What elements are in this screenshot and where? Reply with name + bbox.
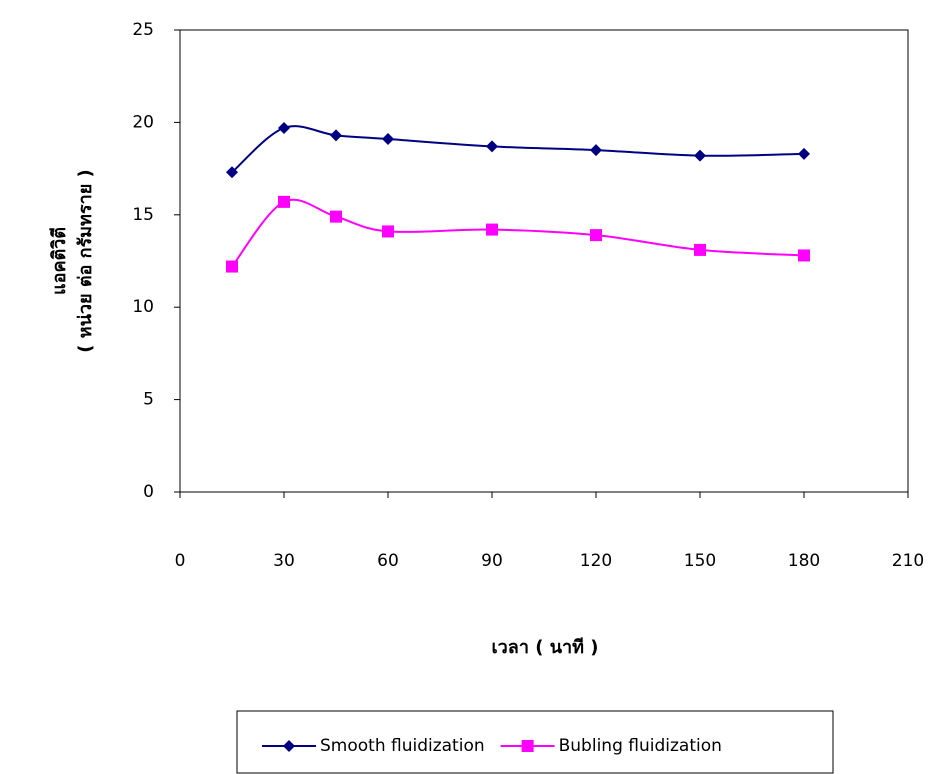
x-tick-label: 90: [481, 551, 503, 571]
legend-label: Bubling fluidization: [559, 736, 722, 756]
x-tick-label: 210: [892, 551, 924, 571]
marker: [330, 129, 342, 141]
y-tick-label: 25: [132, 20, 154, 40]
y-axis-label: แอคติวิตี: [49, 227, 70, 295]
marker: [798, 249, 810, 261]
y-tick-label: 5: [143, 390, 154, 410]
marker: [694, 244, 706, 256]
marker: [278, 196, 290, 208]
x-tick-label: 60: [377, 551, 399, 571]
chart: เวลา ( นาที ) แอคติวิตี ( หน่วย ต่อ กรัม…: [0, 0, 932, 774]
marker: [226, 261, 238, 273]
marker: [382, 225, 394, 237]
x-tick-label: 150: [684, 551, 716, 571]
y-axis-label: ( หน่วย ต่อ กรัมทราย ): [75, 169, 96, 352]
page: {"chart_data": {"type": "line", "xlabel"…: [0, 0, 932, 774]
marker: [486, 140, 498, 152]
x-tick-label: 120: [580, 551, 612, 571]
series-line: [232, 126, 804, 172]
y-tick-label: 20: [132, 112, 154, 132]
legend-marker: [522, 740, 534, 752]
marker: [278, 122, 290, 134]
y-tick-label: 10: [132, 297, 154, 317]
y-tick-label: 0: [143, 482, 154, 502]
series-line: [232, 200, 804, 267]
marker: [382, 133, 394, 145]
legend: Smooth fluidization Bubling fluidization: [237, 711, 833, 773]
x-tick-label: 180: [788, 551, 820, 571]
y-tick-label: 15: [132, 205, 154, 225]
marker: [330, 211, 342, 223]
marker: [590, 229, 602, 241]
x-axis-label: เวลา ( นาที ): [492, 637, 599, 658]
marker: [590, 144, 602, 156]
marker: [694, 150, 706, 162]
marker: [798, 148, 810, 160]
x-tick-label: 0: [175, 551, 186, 571]
x-tick-label: 30: [273, 551, 295, 571]
marker: [486, 224, 498, 236]
legend-label: Smooth fluidization: [320, 736, 485, 756]
